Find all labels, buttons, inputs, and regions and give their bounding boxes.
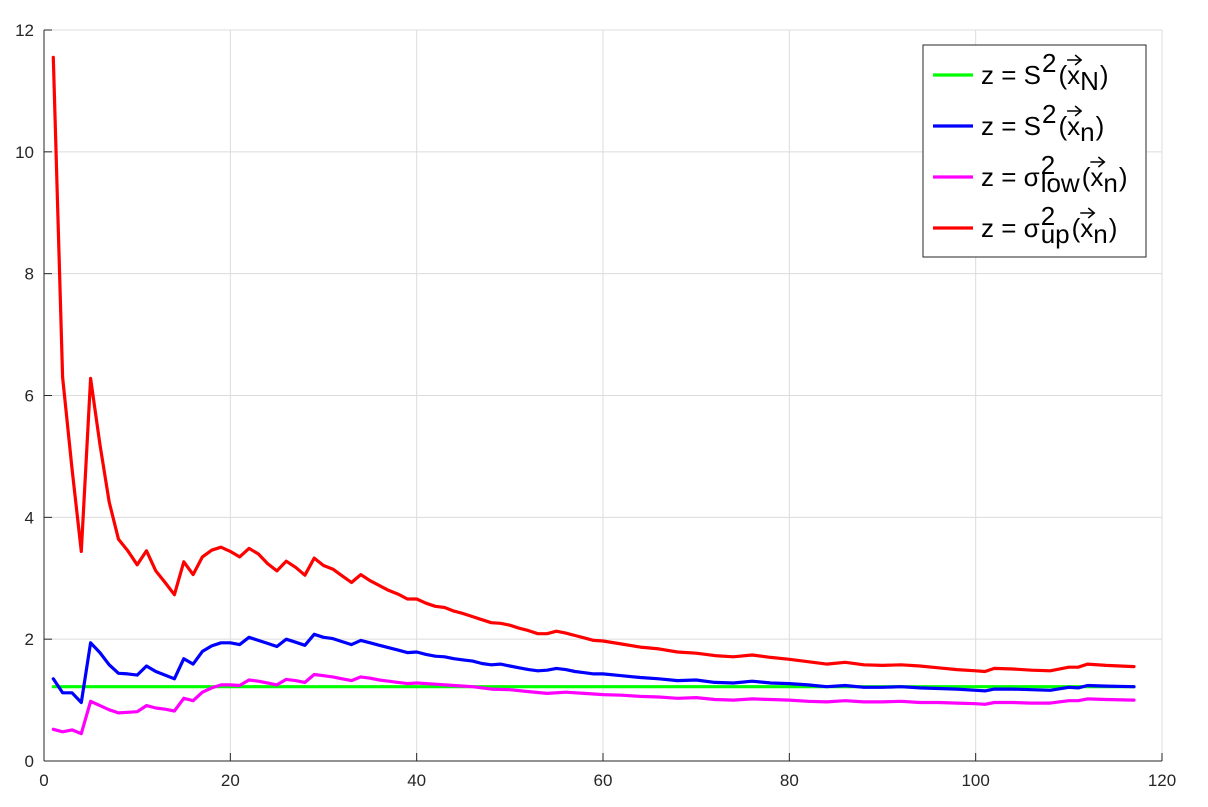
legend-paren-close: ): [1100, 60, 1109, 90]
legend-sup-2: 2: [1042, 99, 1056, 129]
legend-paren-close: ): [1119, 162, 1128, 192]
vector-arrowhead-icon: [1074, 105, 1083, 117]
legend-paren-open: (: [1058, 111, 1067, 141]
vector-arrowhead-icon: [1087, 207, 1096, 219]
legend-paren-close: ): [1109, 213, 1118, 243]
axes: [43, 29, 1163, 762]
vector-arrowhead-icon: [1074, 54, 1083, 66]
legend-entry-4: z = σ 2up(x n): [981, 201, 1117, 249]
x-tick-label: 80: [780, 771, 799, 790]
y-tick-label: 0: [25, 752, 34, 771]
legend-sub-1: N: [1080, 66, 1099, 96]
legend-paren-open: (: [1058, 60, 1067, 90]
x-tick-label: 0: [39, 771, 48, 790]
legend-x-symbol: x: [1090, 162, 1103, 192]
legend-label-1: z = S: [981, 60, 1041, 90]
legend-paren-close: ): [1096, 111, 1105, 141]
y-tick-label: 2: [25, 630, 34, 649]
tick-labels: 0 20 40 60 80 100 120 0 2 4 6 8 10 12: [15, 21, 1176, 790]
y-tick-label: 12: [15, 21, 34, 40]
y-tick-label: 10: [15, 143, 34, 162]
vector-arrowhead-icon: [1097, 156, 1106, 168]
legend-paren-open: (: [1082, 162, 1091, 192]
legend-x-symbol: x: [1080, 213, 1093, 243]
legend-box: [922, 44, 1147, 258]
legend-sub-2: n: [1080, 117, 1094, 147]
series-layer: [51, 55, 1136, 736]
series-line-3: [51, 672, 1136, 736]
legend-lower-4: up: [1041, 219, 1070, 249]
legend-entry-1: z = S 2(x N): [981, 48, 1109, 96]
legend-label-2: z = S: [981, 111, 1041, 141]
x-tick-label: 20: [221, 771, 240, 790]
y-tick-label: 6: [25, 387, 34, 406]
x-tick-label: 60: [594, 771, 613, 790]
legend-sup-3: 2: [1041, 150, 1055, 180]
legend-entry-2: z = S 2(x n): [981, 99, 1104, 147]
x-tick-label: 40: [407, 771, 426, 790]
legend-label-4: z = σ: [981, 213, 1040, 243]
legend-x-symbol: x: [1067, 111, 1080, 141]
legend-lower-3: low: [1041, 168, 1080, 198]
x-tick-label: 120: [1148, 771, 1176, 790]
series-line-4: [51, 55, 1136, 674]
y-tick-label: 4: [25, 508, 34, 527]
legend-label-3: z = σ: [981, 162, 1040, 192]
legend-sup-1: 2: [1042, 48, 1056, 78]
y-tick-label: 8: [25, 265, 34, 284]
legend-paren-open: (: [1072, 213, 1081, 243]
series-line-2: [51, 632, 1136, 705]
legend-sub-4: n: [1093, 219, 1107, 249]
legend-x-symbol: x: [1067, 60, 1080, 90]
legend-sub-3: n: [1103, 168, 1117, 198]
legend-sup-4: 2: [1041, 201, 1055, 231]
x-tick-label: 100: [961, 771, 989, 790]
